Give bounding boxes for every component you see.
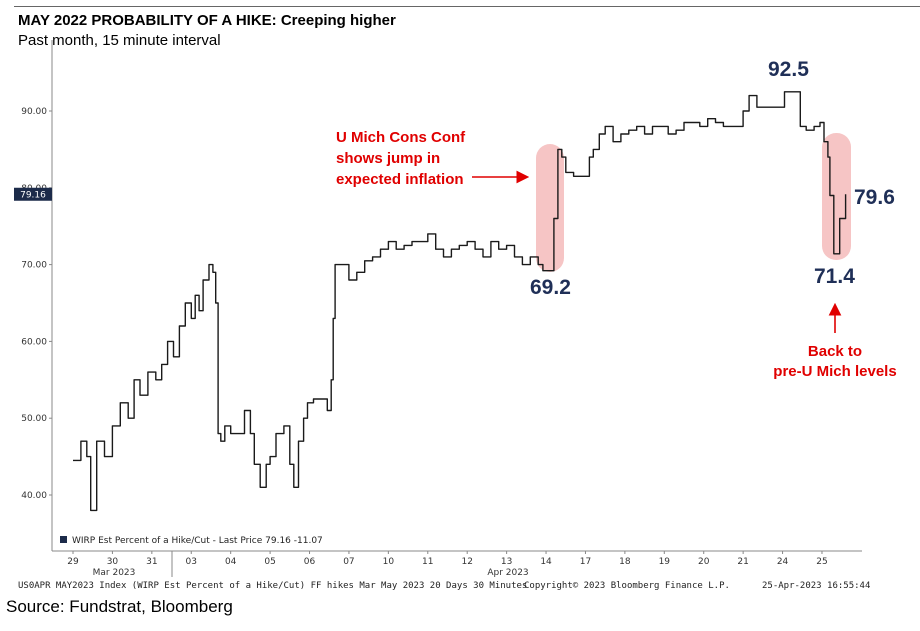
x-tick-label: 10 xyxy=(383,557,395,567)
x-tick-label: 19 xyxy=(659,557,671,567)
value-label-92-5: 92.5 xyxy=(768,58,809,81)
legend-label: WIRP Est Percent of a Hike/Cut - Last Pr… xyxy=(72,536,323,546)
x-tick-label: 03 xyxy=(186,557,197,567)
top-rule xyxy=(14,6,920,7)
footer-copyright: Copyright© 2023 Bloomberg Finance L.P. xyxy=(524,581,730,591)
month-label-mar: Mar 2023 xyxy=(93,568,136,578)
month-label-apr: Apr 2023 xyxy=(487,568,528,578)
x-tick-label: 20 xyxy=(698,557,710,567)
last-price-tag: 79.16 xyxy=(14,187,52,201)
annotation-umich: U Mich Cons Conf shows jump in expected … xyxy=(336,129,530,188)
legend-swatch xyxy=(60,536,67,543)
y-tick-label: 70.00 xyxy=(21,261,47,271)
value-label-79-6: 79.6 xyxy=(854,186,895,209)
annotation-back-line-2: pre-U Mich levels xyxy=(773,363,896,380)
value-label-69-2: 69.2 xyxy=(530,276,571,299)
annotation-umich-line-1: U Mich Cons Conf xyxy=(336,129,466,146)
highlight-jump xyxy=(536,144,564,272)
footer-index: US0APR MAY2023 Index (WIRP Est Percent o… xyxy=(18,581,527,591)
chart-title: MAY 2022 PROBABILITY OF A HIKE: Creeping… xyxy=(18,12,396,29)
source-note: Source: Fundstrat, Bloomberg xyxy=(6,597,233,616)
x-tick-label: 29 xyxy=(67,557,79,567)
x-tick-label: 25 xyxy=(816,557,827,567)
y-tick-label: 60.00 xyxy=(21,337,47,347)
y-tick-label: 90.00 xyxy=(21,107,47,117)
x-tick-label: 06 xyxy=(304,557,316,567)
value-label-71-4: 71.4 xyxy=(814,265,855,288)
highlight-drop xyxy=(822,133,851,260)
x-tick-label: 11 xyxy=(422,557,433,567)
x-tick-label: 13 xyxy=(501,557,512,567)
series-line-wirp xyxy=(73,91,847,512)
annotation-back: Back to pre-U Mich levels xyxy=(773,302,897,380)
x-tick-label: 14 xyxy=(540,557,552,567)
y-tick-label: 40.00 xyxy=(21,491,47,501)
x-tick-label: 17 xyxy=(580,557,591,567)
chart-subtitle: Past month, 15 minute interval xyxy=(18,32,221,49)
footer-timestamp: 25-Apr-2023 16:55:44 xyxy=(762,581,870,591)
x-tick-label: 21 xyxy=(737,557,748,567)
annotation-back-line-1: Back to xyxy=(808,343,862,360)
legend: WIRP Est Percent of a Hike/Cut - Last Pr… xyxy=(60,536,323,546)
x-tick-label: 04 xyxy=(225,557,237,567)
annotation-umich-line-3: expected inflation xyxy=(336,171,464,188)
y-tick-label: 50.00 xyxy=(21,414,47,424)
x-tick-label: 18 xyxy=(619,557,631,567)
x-tick-label: 12 xyxy=(461,557,472,567)
x-tick-label: 31 xyxy=(146,557,157,567)
last-price-value: 79.16 xyxy=(20,190,46,200)
x-axis-ticks: 29 30 31 03 04 05 06 07 10 11 12 13 14 17 18 19 20 21 24 25 xyxy=(67,551,828,567)
annotation-umich-line-2: shows jump in xyxy=(336,150,440,167)
x-tick-label: 24 xyxy=(777,557,789,567)
x-tick-label: 05 xyxy=(264,557,275,567)
x-tick-label: 30 xyxy=(107,557,119,567)
x-tick-label: 07 xyxy=(343,557,354,567)
